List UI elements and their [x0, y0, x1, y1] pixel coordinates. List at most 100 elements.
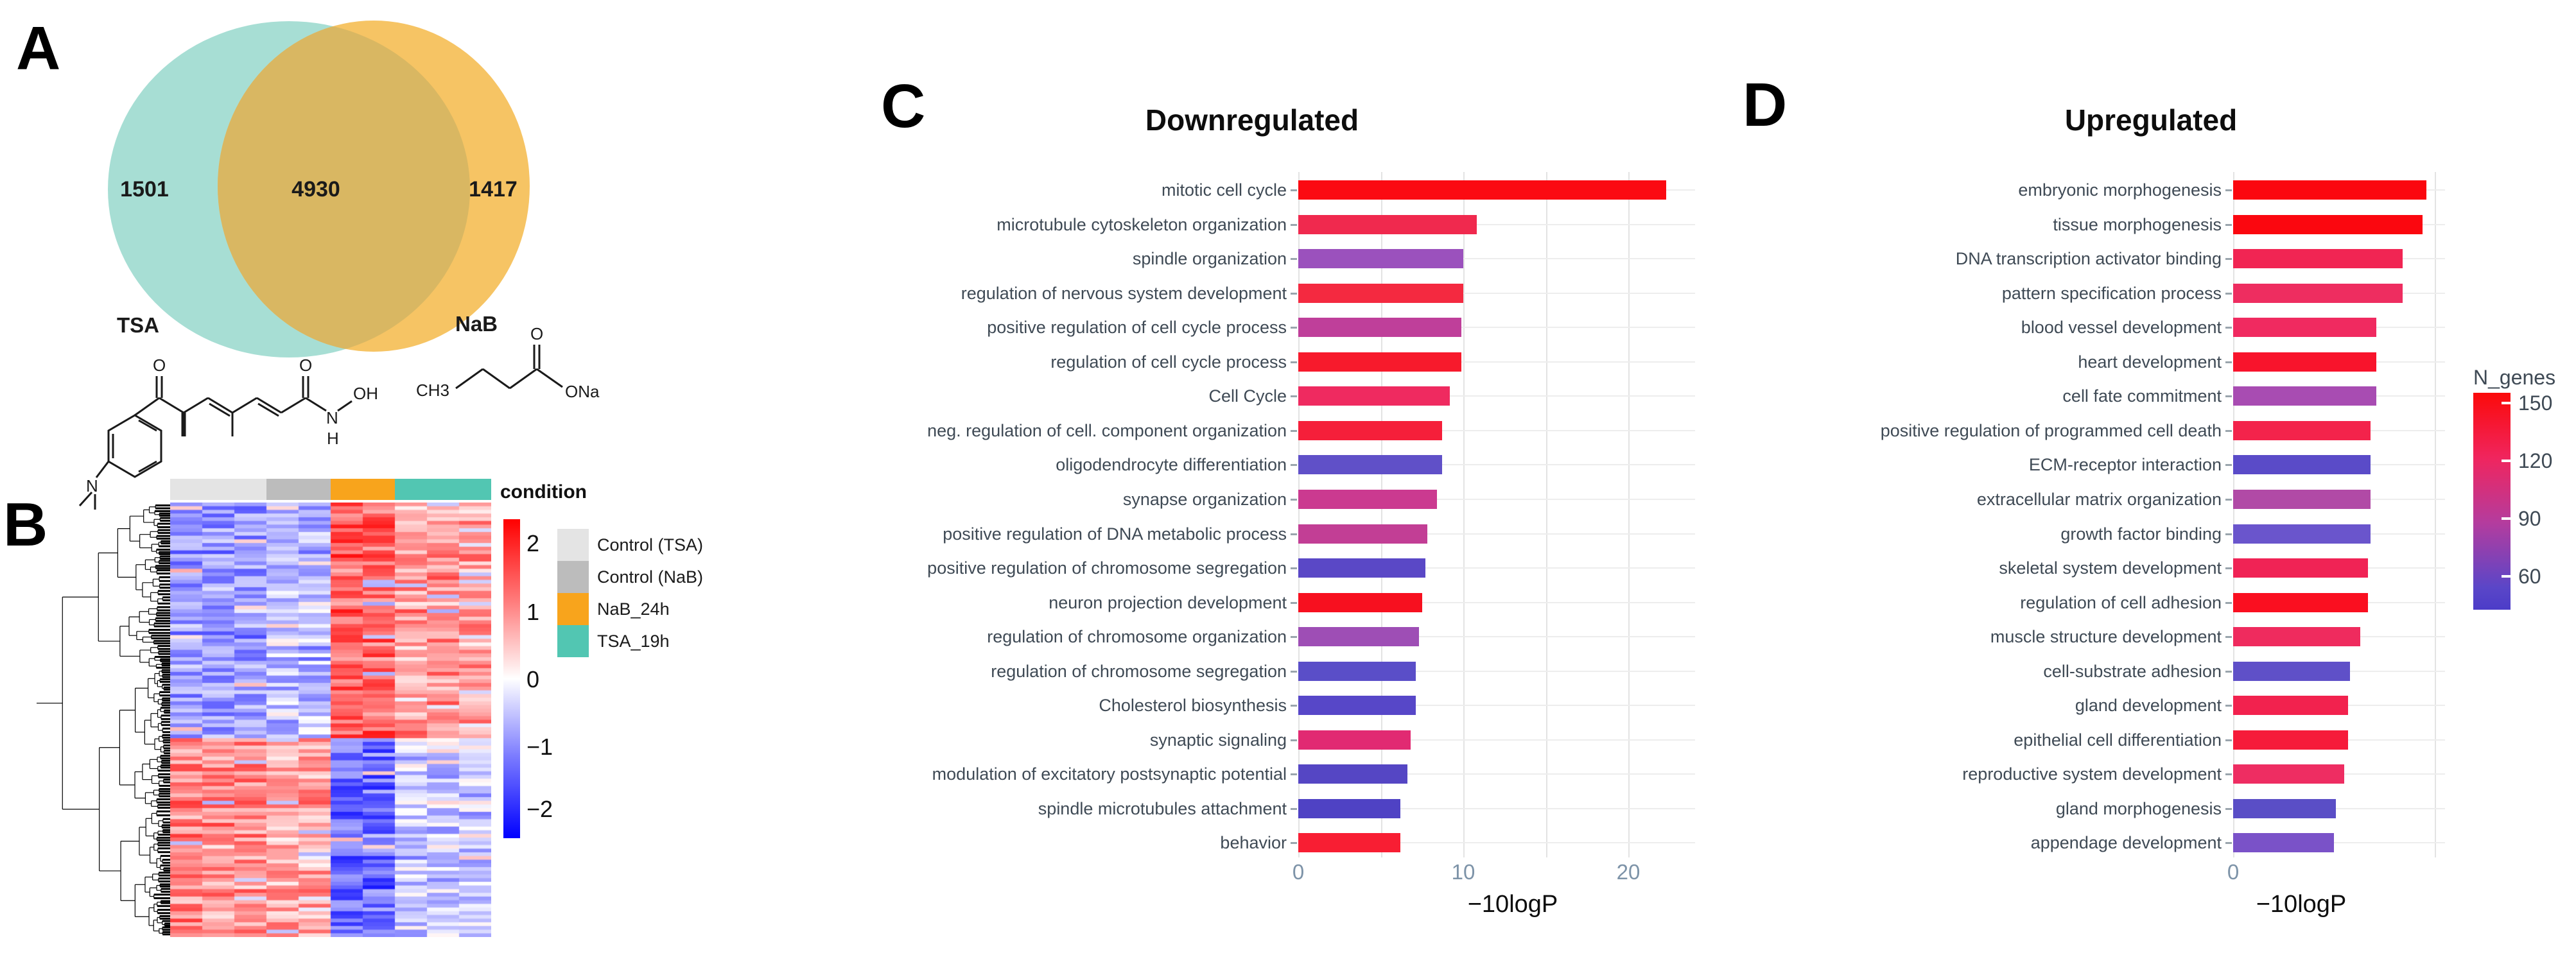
- go-term-bar: [1298, 420, 1442, 440]
- go-term-bar: [2233, 833, 2334, 853]
- colorbar-tick-label: −2: [527, 796, 553, 822]
- condition-label: TSA_19h: [597, 632, 670, 651]
- y-axis-tick: [2225, 807, 2232, 810]
- y-axis-tick: [1291, 189, 1297, 191]
- colorbar-tick-label: 2: [527, 530, 540, 556]
- go-term-bar: [1298, 386, 1450, 406]
- go-term-bar: [2233, 524, 2371, 544]
- venn-right-label: NaB: [455, 312, 498, 336]
- go-term-label: regulation of chromosome organization: [987, 627, 1287, 647]
- ngenes-tick-label: 120: [2518, 449, 2553, 472]
- go-term-label: gland development: [2075, 696, 2222, 716]
- condition-label: NaB_24h: [597, 599, 670, 619]
- y-axis-tick: [1291, 773, 1297, 776]
- go-term-bar: [2233, 592, 2369, 612]
- go-term-label: positive regulation of programmed cell d…: [1880, 420, 2222, 440]
- go-term-label: behavior: [1220, 833, 1287, 853]
- go-term-label: positive regulation of chromosome segreg…: [927, 558, 1287, 578]
- nab-ch3-group: CH3: [416, 381, 449, 400]
- gridline-vertical: [1463, 172, 1465, 857]
- go-term-label: cell-substrate adhesion: [2043, 661, 2222, 681]
- gridline-row: [1298, 636, 1695, 638]
- tsa-amide-h-atom: H: [327, 429, 339, 448]
- y-axis-tick: [1291, 258, 1297, 261]
- tsa-amide-n-atom: N: [326, 408, 338, 427]
- ngenes-legend-title: N_genes: [2473, 366, 2556, 389]
- go-term-label: epithelial cell differentiation: [2014, 730, 2222, 750]
- ngenes-tick-mark: [2502, 460, 2511, 462]
- go-term-bar: [2233, 489, 2371, 509]
- y-axis-tick: [2225, 533, 2232, 535]
- x-axis-tick-label: 0: [2227, 860, 2240, 884]
- y-axis-tick: [2225, 258, 2232, 261]
- go-term-label: spindle organization: [1132, 249, 1287, 269]
- go-term-label: modulation of excitatory postsynaptic po…: [932, 764, 1287, 784]
- x-axis-label: −10logP: [1467, 891, 1558, 918]
- y-axis-tick: [1291, 705, 1297, 707]
- go-term-bar: [2233, 180, 2427, 200]
- y-axis-tick: [1291, 361, 1297, 363]
- y-axis-tick: [2225, 189, 2232, 191]
- annotation-segment: [331, 479, 395, 500]
- tsa-ring-n-atom: N: [86, 476, 98, 495]
- nab-o-atom: O: [530, 324, 543, 343]
- go-term-bar: [1298, 352, 1462, 372]
- go-term-bar: [1298, 455, 1442, 475]
- annotation-segment: [395, 479, 491, 500]
- y-axis-tick: [1291, 498, 1297, 501]
- gridline-vertical: [1298, 172, 1300, 857]
- heatmap-annotation-bar: [170, 479, 491, 500]
- condition-header: condition: [500, 481, 587, 503]
- y-axis-tick: [1291, 327, 1297, 329]
- go-term-bar: [2233, 283, 2403, 303]
- y-axis-tick: [2225, 498, 2232, 501]
- colorbar-tick-label: 0: [527, 666, 540, 693]
- go-term-label: extracellular matrix organization: [1976, 489, 2222, 509]
- condition-label: Control (NaB): [597, 567, 704, 587]
- go-term-bar: [1298, 696, 1416, 716]
- venn-left-count: 1501: [120, 177, 169, 202]
- y-axis-tick: [1291, 807, 1297, 810]
- x-axis-tick-label: 10: [1451, 860, 1475, 884]
- y-axis-tick: [1291, 739, 1297, 741]
- go-term-bar: [1298, 661, 1416, 681]
- panel-a-letter: A: [16, 14, 61, 83]
- go-term-bar: [2233, 730, 2348, 750]
- go-term-label: synapse organization: [1122, 489, 1287, 509]
- gridline-row: [1298, 773, 1695, 775]
- condition-label: Control (TSA): [597, 535, 704, 555]
- ngenes-tick-label: 150: [2518, 391, 2553, 415]
- colorbar-tick-label: 1: [527, 599, 540, 625]
- panel-b-letter: B: [3, 490, 48, 559]
- go-term-bar: [1298, 798, 1401, 818]
- go-term-bar: [2233, 764, 2344, 784]
- go-term-label: regulation of cell adhesion: [2020, 592, 2222, 612]
- annotation-segment: [170, 479, 266, 500]
- gridline-row: [1298, 292, 1695, 294]
- go-term-bar: [2233, 627, 2360, 647]
- y-axis-tick: [1291, 292, 1297, 295]
- heatmap-colorbar: [503, 519, 520, 838]
- go-term-label: muscle structure development: [1990, 627, 2222, 647]
- go-term-label: Cell Cycle: [1208, 386, 1287, 406]
- panel-c-letter: C: [881, 72, 926, 141]
- go-term-bar: [1298, 489, 1437, 509]
- plot-area: [2233, 172, 2445, 857]
- y-axis-tick: [2225, 705, 2232, 707]
- y-axis-tick: [2225, 773, 2232, 776]
- go-term-bar: [1298, 730, 1411, 750]
- x-axis-label: −10logP: [2256, 891, 2347, 918]
- go-term-bar: [2233, 696, 2348, 716]
- tsa-structure: O O N N H OH: [78, 356, 378, 510]
- go-term-bar: [2233, 455, 2371, 475]
- y-axis-tick: [2225, 361, 2232, 363]
- y-axis-tick: [2225, 395, 2232, 398]
- downregulated-title: Downregulated: [1145, 103, 1359, 137]
- go-term-bar: [2233, 318, 2376, 338]
- ngenes-tick-mark: [2502, 402, 2511, 404]
- y-axis-tick: [1291, 601, 1297, 604]
- y-axis-tick: [1291, 223, 1297, 226]
- y-axis-tick: [2225, 464, 2232, 467]
- y-axis-tick: [2225, 567, 2232, 570]
- gridline-row: [1298, 327, 1695, 329]
